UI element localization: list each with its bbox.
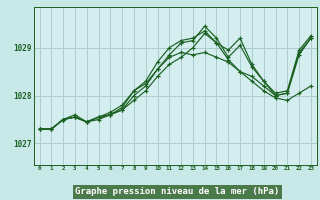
Text: Graphe pression niveau de la mer (hPa): Graphe pression niveau de la mer (hPa) [76, 188, 280, 196]
